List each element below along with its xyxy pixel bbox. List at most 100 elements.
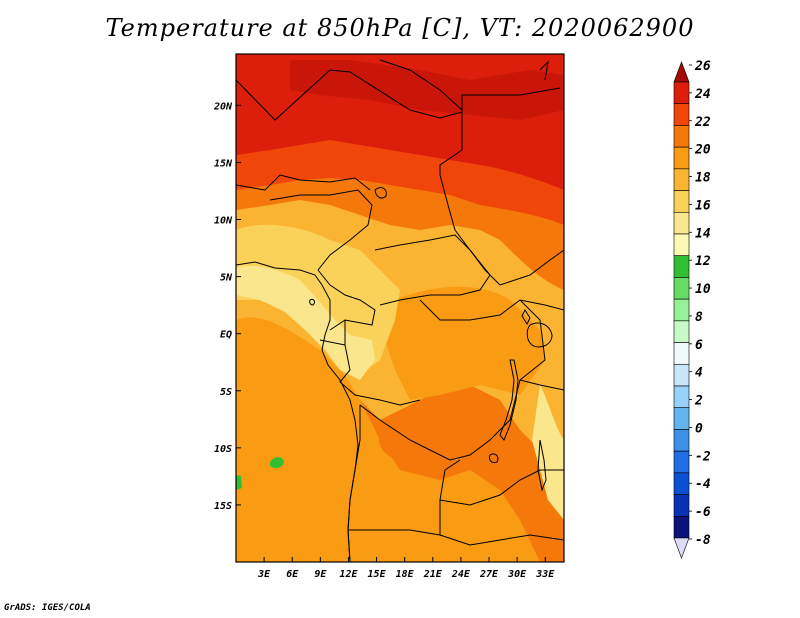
temperature-field <box>236 54 564 562</box>
border-nigeria <box>269 189 373 271</box>
field-26-north <box>236 54 564 190</box>
x-tick-label: 15E <box>368 569 387 580</box>
country-borders <box>236 59 564 562</box>
border-car <box>374 234 491 306</box>
colorbar-label: 22 <box>694 115 711 130</box>
y-tick-label: 10S <box>214 444 232 455</box>
colorbar-label: 18 <box>695 171 711 186</box>
y-tick-label: 5S <box>220 387 232 398</box>
border-zimbabwe <box>439 534 564 546</box>
field-12-patch <box>270 457 284 469</box>
sahara-east-border <box>539 60 549 81</box>
x-tick-label: 3E <box>257 569 271 580</box>
x-tick-label: 27E <box>479 569 499 580</box>
colorbar-label: 14 <box>695 226 711 241</box>
lake-malawi <box>537 439 547 492</box>
colorbar-label: -4 <box>695 477 711 492</box>
colorbar-label: 12 <box>695 254 711 269</box>
colorbar-label: 20 <box>694 143 711 158</box>
colorbar-box <box>673 125 690 148</box>
y-tick-label: EQ <box>220 330 232 341</box>
border-tanzania <box>519 379 564 391</box>
colorbar-box <box>673 298 690 322</box>
lake-mweru <box>489 453 499 463</box>
x-tick-label: 33E <box>535 569 555 580</box>
colorbar-box <box>673 81 690 105</box>
colorbar-box <box>673 450 690 474</box>
footer-credit: GrADS: IGES/COLA <box>4 603 91 613</box>
colorbar-box <box>673 407 690 430</box>
colorbar-top-arrow <box>673 61 690 83</box>
border-zambia <box>439 469 564 506</box>
border-mali-burkina <box>236 174 371 191</box>
border-cameroon <box>317 269 376 331</box>
lake-tanganyika <box>499 359 519 441</box>
colorbar-label: 16 <box>695 198 711 213</box>
colorbar-label: 0 <box>695 421 703 436</box>
colorbar-box <box>673 320 690 343</box>
colorbar-label: 4 <box>695 366 703 381</box>
border-congo <box>339 320 421 406</box>
colorbar-box <box>673 211 690 235</box>
field-20-south <box>236 317 540 562</box>
border-niger-chad <box>379 59 463 111</box>
colorbar-box <box>673 277 690 300</box>
field-14-coast <box>236 265 375 380</box>
map-title: Temperature at 850hPa [C], VT: 202006290… <box>105 14 695 42</box>
lake-albert <box>521 308 531 326</box>
x-tick-label: 21E <box>423 569 443 580</box>
border-uganda <box>519 299 564 311</box>
y-tick-label: 5N <box>220 273 233 284</box>
colorbar-box <box>673 233 690 257</box>
field-20-central <box>385 286 545 400</box>
colorbar-label: 6 <box>695 338 703 353</box>
border-algeria-mali <box>236 69 561 121</box>
colorbar-box <box>673 146 690 170</box>
x-tick-label: 9E <box>314 569 327 580</box>
colorbar-box <box>673 472 690 495</box>
colorbar-box <box>673 515 690 539</box>
field-28-sahara <box>290 60 564 120</box>
colorbar-box <box>673 168 690 191</box>
colorbar-box <box>673 363 690 387</box>
border-drc <box>359 299 546 461</box>
field-14-east <box>532 385 564 520</box>
bioko-island <box>309 299 315 306</box>
x-tick-label: 30E <box>507 569 527 580</box>
border-libya-chad <box>439 112 463 175</box>
colorbar-box <box>673 103 690 126</box>
colorbar-label: 2 <box>694 394 703 409</box>
colorbar-box <box>673 494 690 517</box>
y-tick-label: 15S <box>214 501 232 512</box>
lake-chad <box>374 187 387 199</box>
lake-victoria <box>526 322 553 348</box>
colorbar-label: -6 <box>695 505 711 520</box>
x-tick-label: 18E <box>396 569 415 580</box>
x-axis: 3E 6E 9E 12E 15E 18E 21E 24E 27E 30E 33E <box>257 557 555 580</box>
colorbar-label: 8 <box>695 310 703 325</box>
x-tick-label: 6E <box>286 569 299 580</box>
x-tick-label: 24E <box>451 569 471 580</box>
coastline-westafrica <box>236 261 359 562</box>
field-22-angola <box>378 399 474 460</box>
map-frame <box>235 53 565 563</box>
y-tick-label: 15N <box>214 158 233 169</box>
y-tick-label: 20N <box>213 101 233 112</box>
colorbar-box <box>673 385 690 409</box>
colorbar-label: -2 <box>695 449 711 464</box>
colorbar-bottom-arrow <box>673 537 690 559</box>
colorbar-label: 26 <box>694 59 711 74</box>
colorbar-box <box>673 190 690 213</box>
colorbar-box <box>673 342 690 365</box>
colorbar-box <box>673 255 690 278</box>
x-tick-label: 12E <box>339 569 358 580</box>
y-axis: 20N 15N 10N 5N EQ 5S 10S 15S <box>213 101 241 512</box>
colorbar-box <box>673 429 690 452</box>
border-sudan-ethiopia <box>499 249 564 286</box>
field-12-edge <box>236 475 242 490</box>
colorbar-label: -8 <box>695 533 711 548</box>
y-tick-label: 10N <box>214 216 233 227</box>
colorbar-label: 10 <box>695 282 711 297</box>
